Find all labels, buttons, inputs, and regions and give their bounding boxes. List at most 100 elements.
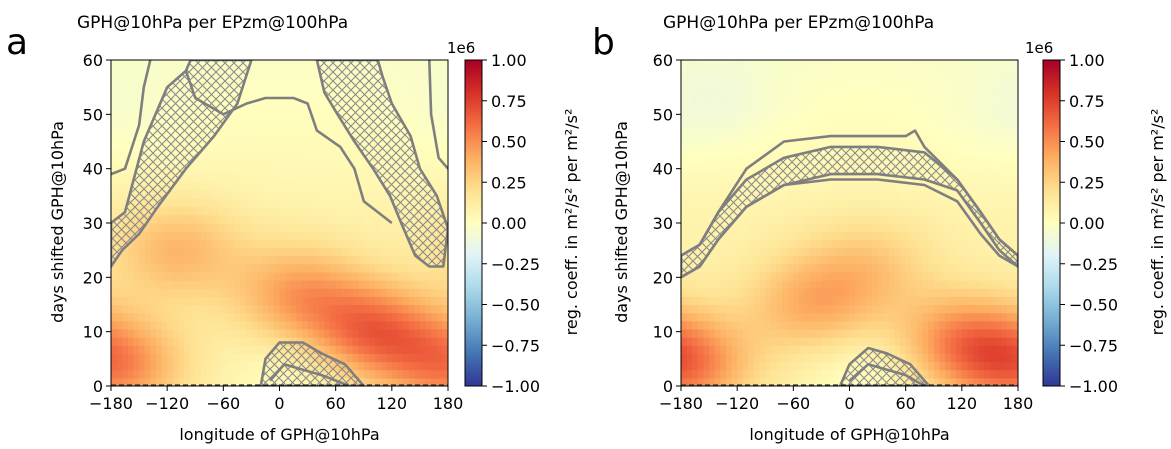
panel-a-field-cell (318, 345, 326, 354)
panel-b-field-cell (883, 198, 890, 208)
panel-a-field-cell (195, 206, 202, 216)
panel-a-field-cell (251, 337, 258, 346)
panel-b-field-cell (855, 231, 862, 240)
panel-a-field-cell (111, 182, 118, 191)
panel-a-field-cell (279, 125, 286, 134)
panel-a-field-cell (262, 320, 269, 330)
panel-b-field-cell (832, 60, 839, 69)
panel-b-field-cell (737, 320, 744, 330)
panel-a-field-cell (172, 223, 179, 232)
panel-a-field-cell (397, 377, 404, 386)
panel-a-field-cell (200, 353, 208, 363)
panel-a-field-cell (335, 214, 342, 224)
panel-b-field-cell (765, 60, 772, 69)
panel-b-field-cell (748, 223, 755, 232)
panel-b-field-cell (944, 304, 952, 314)
panel-b-field-cell (832, 84, 839, 94)
panel-b-field-cell (832, 231, 839, 240)
panel-a-field-cell (290, 231, 297, 240)
panel-a-field-cell (386, 280, 393, 289)
panel-b-field-cell (989, 157, 997, 167)
panel-a-field-cell (352, 296, 359, 306)
panel-a-field-cell (301, 255, 309, 265)
panel-b-field-cell (731, 296, 738, 306)
panel-b-field-cell (984, 320, 991, 330)
panel-a-field-cell (206, 312, 213, 322)
panel-a-field-cell (206, 165, 213, 175)
panel-b-field-cell (703, 100, 710, 110)
panel-b-field-cell (916, 271, 924, 281)
panel-a-field-cell (195, 198, 202, 208)
panel-b-field-cell (939, 149, 946, 159)
panel-b-field-cell (821, 117, 828, 126)
panel-a-field-cell (307, 320, 314, 330)
panel-a-field-cell (408, 361, 415, 371)
panel-a-field-cell (184, 312, 191, 322)
panel-b-field-cell (681, 190, 688, 200)
panel-a-field-cell (150, 247, 157, 257)
panel-b-field-cell (765, 353, 772, 363)
panel-b-field-cell (916, 345, 924, 354)
panel-b-field-cell (804, 206, 811, 216)
panel-b-field-cell (765, 280, 772, 289)
panel-b-field-cell (838, 76, 845, 86)
panel-a-field-cell (386, 328, 393, 338)
panel-b-field-cell (832, 296, 839, 306)
panel-a-field-cell (419, 369, 427, 379)
panel-a-field-cell (313, 198, 320, 208)
panel-a-field-cell (374, 190, 382, 200)
panel-b-field-cell (961, 345, 969, 354)
panel-b-field-cell (725, 125, 733, 134)
panel-b-field-cell (956, 296, 963, 306)
panel-a-field-cell (111, 263, 118, 273)
panel-b-field-cell (703, 361, 710, 371)
panel-a-field-cell (436, 68, 443, 77)
panel-b-field-cell (765, 206, 772, 216)
panel-a-field-cell (234, 288, 241, 297)
panel-b-field-cell (855, 198, 862, 208)
panel-a-field-cell (111, 271, 118, 281)
panel-b-field-cell (877, 68, 884, 77)
panel-a-field-cell (391, 369, 399, 379)
panel-b-field-cell (860, 337, 867, 346)
panel-b-field-cell (933, 247, 940, 257)
panel-b-field-cell (776, 206, 783, 216)
panel-a: a GPH@10hPa per EPzm@100hPa −180 −120 −60 0… (6, 13, 581, 444)
panel-a-field-cell (178, 206, 185, 216)
panel-b-field-cell (692, 377, 699, 386)
panel-a-field-cell (431, 361, 438, 371)
panel-b-field-cell (804, 369, 811, 379)
panel-a-field-cell (206, 149, 213, 159)
panel-b-field-cell (776, 214, 783, 224)
panel-b-field-cell (905, 198, 912, 208)
panel-a-field-cell (251, 174, 258, 183)
panel-b-field-cell (973, 174, 980, 183)
panel-a-field-cell (257, 125, 264, 134)
panel-a-field-cell (290, 239, 297, 249)
panel-b-field-cell (950, 361, 957, 371)
panel-b-field-cell (714, 304, 721, 314)
panel-a-field-cell (184, 320, 191, 330)
panel-a-field-cell (245, 353, 253, 363)
panel-b-field-cell (681, 141, 688, 151)
panel-b-field-cell (905, 182, 912, 191)
panel-a-field-cell (285, 328, 292, 338)
panel-b-field-cell (871, 117, 879, 126)
panel-b-field-cell (1006, 60, 1013, 69)
panel-a-field-cell (279, 288, 286, 297)
panel-b-field-cell (922, 320, 929, 330)
panel-a-field-cell (228, 280, 236, 289)
panel-b-field-cell (1001, 214, 1008, 224)
panel-b-field-cell (782, 141, 789, 151)
panel-a-field-cell (144, 100, 151, 110)
panel-a-field-cell (380, 377, 387, 386)
panel-b-field-cell (686, 239, 693, 249)
panel-b-field-cell (754, 361, 761, 371)
panel-b-field-cell (776, 149, 783, 159)
panel-b-field-cell (798, 84, 806, 94)
panel-b-field-cell (877, 231, 884, 240)
panel-b-field-cell (1006, 125, 1013, 134)
panel-a-field-cell (122, 271, 129, 281)
panel-b-field-cell (911, 288, 918, 297)
panel-b-field-cell (849, 345, 856, 354)
